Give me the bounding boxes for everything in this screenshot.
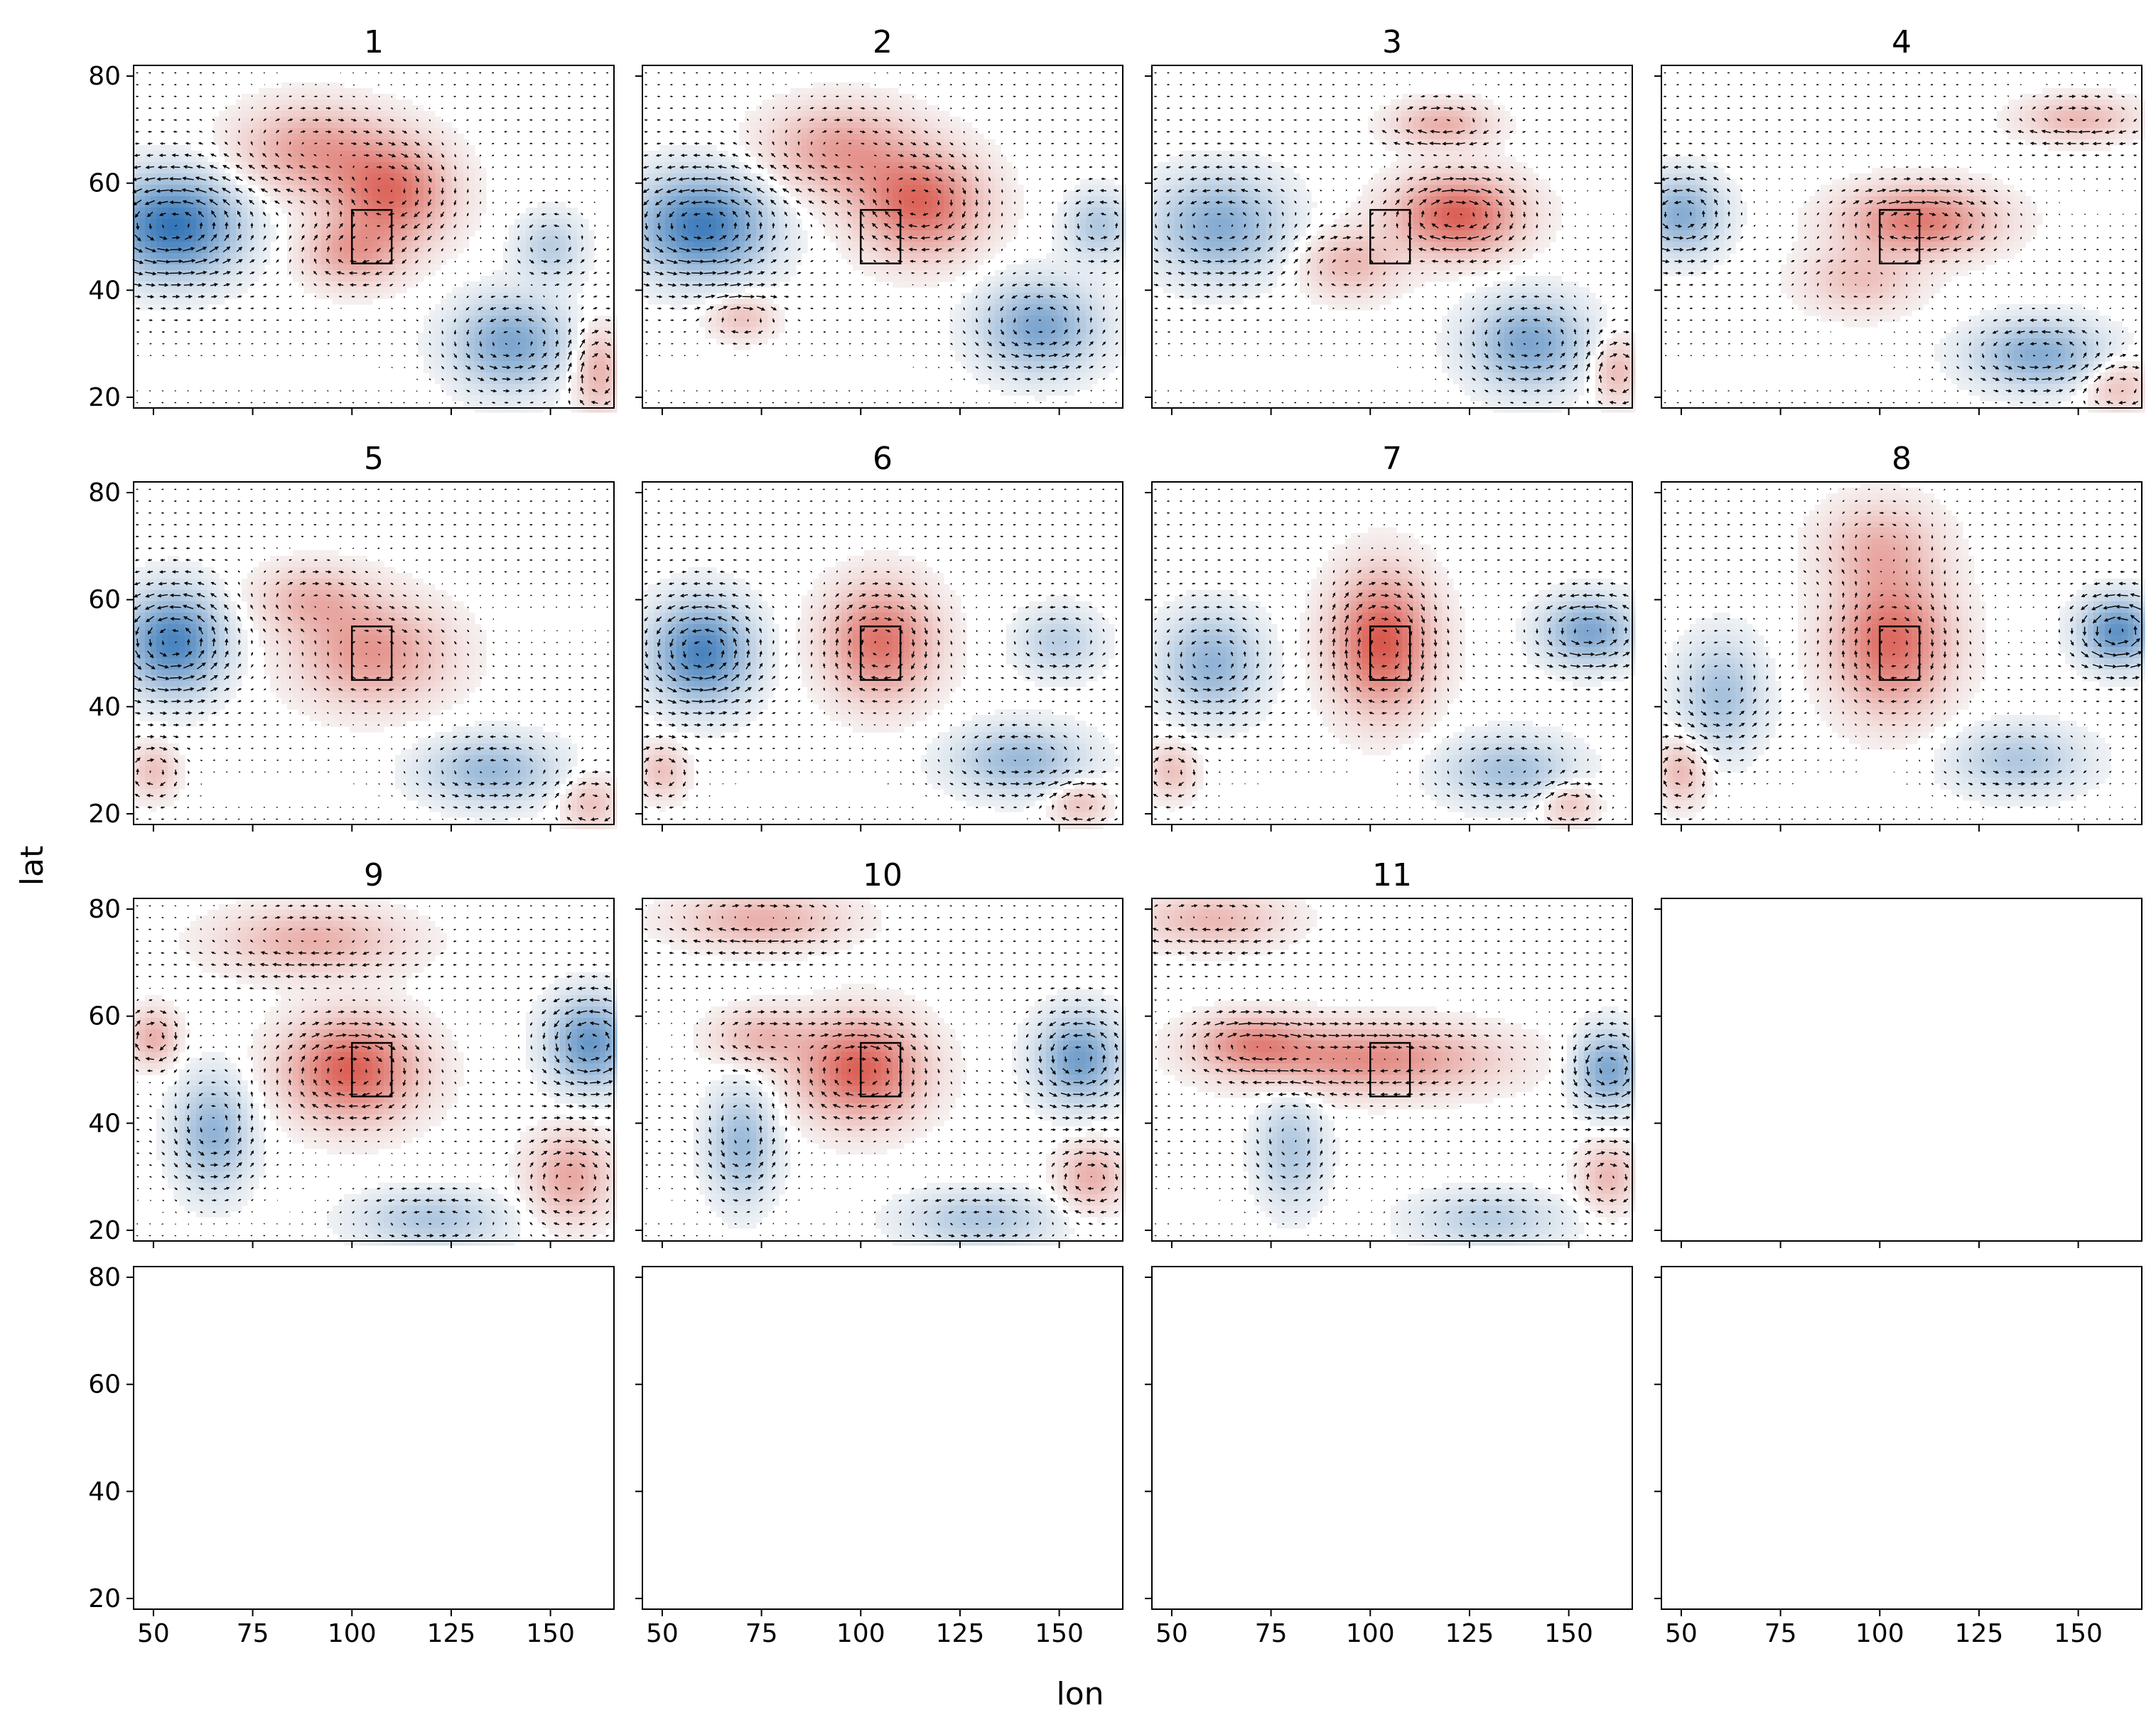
plot-area: [1661, 1267, 2142, 1609]
panel-9: 9 20 40 60 80: [88, 857, 617, 1248]
panel-title: 3: [1382, 24, 1402, 60]
panel-14: 50 75 100 125 150: [635, 1267, 1123, 1648]
y-tick-label: 60: [88, 586, 121, 615]
x-tick-label: 100: [1855, 1619, 1904, 1648]
panel-title: 11: [1372, 857, 1412, 893]
panel-title: 7: [1382, 441, 1402, 477]
plot-area: [642, 1267, 1123, 1609]
y-tick-label: 40: [88, 1109, 121, 1138]
panel-title: 1: [364, 24, 384, 60]
y-tick-label: 20: [88, 383, 121, 412]
y-axis-label: lat: [14, 846, 50, 886]
panel-title: 9: [364, 857, 384, 893]
y-tick-label: 20: [88, 1216, 121, 1245]
panel-5: 5 20 40 60 80: [88, 441, 617, 832]
x-tick-label: 75: [1255, 1619, 1288, 1648]
panel-6: 6: [635, 441, 1123, 832]
panel-10: 10: [635, 857, 1126, 1248]
y-tick-label: 60: [88, 1370, 121, 1399]
y-tick-label: 60: [88, 1002, 121, 1031]
y-tick-label: 80: [88, 62, 121, 91]
x-axis-label: lon: [1056, 1676, 1104, 1712]
panel-3: 3: [1145, 24, 1636, 415]
panel-16: 50 75 100 125 150: [1654, 1267, 2142, 1648]
x-tick-label: 75: [1764, 1619, 1797, 1648]
panel-13: 50 75 100 125 150 20 40 60 80: [88, 1263, 614, 1648]
y-tick-label: 80: [88, 1263, 121, 1292]
panel-15: 50 75 100 125 150: [1145, 1267, 1632, 1648]
x-tick-label: 150: [1035, 1619, 1084, 1648]
plot-area: [1152, 1267, 1632, 1609]
panel-7: 7: [1145, 441, 1636, 832]
panel-title: 4: [1892, 24, 1912, 60]
panel-title: 6: [873, 441, 893, 477]
panel-title: 8: [1892, 441, 1912, 477]
x-tick-label: 150: [526, 1619, 575, 1648]
x-tick-label: 100: [328, 1619, 377, 1648]
x-tick-label: 125: [1445, 1619, 1494, 1648]
panel-title: 5: [364, 441, 384, 477]
y-tick-label: 80: [88, 895, 121, 924]
y-tick-label: 60: [88, 169, 121, 198]
x-tick-label: 75: [745, 1619, 778, 1648]
plot-area: [1661, 898, 2142, 1241]
plot-area: [134, 1267, 614, 1609]
panel-title: 2: [873, 24, 893, 60]
y-tick-label: 40: [88, 692, 121, 721]
panel-4: 4: [1654, 24, 2145, 415]
panel-title: 10: [863, 857, 902, 893]
x-tick-label: 125: [1955, 1619, 2004, 1648]
x-tick-label: 125: [936, 1619, 985, 1648]
x-tick-label: 150: [2054, 1619, 2103, 1648]
y-tick-label: 20: [88, 1584, 121, 1613]
y-tick-label: 80: [88, 478, 121, 507]
panel-12: [1654, 898, 2142, 1248]
x-tick-label: 50: [646, 1619, 679, 1648]
y-tick-label: 20: [88, 800, 121, 829]
x-tick-label: 50: [1155, 1619, 1188, 1648]
x-tick-label: 100: [836, 1619, 885, 1648]
x-tick-label: 50: [137, 1619, 170, 1648]
panel-1: 1 20 40 60 80: [88, 24, 617, 415]
x-tick-label: 50: [1665, 1619, 1698, 1648]
x-tick-label: 150: [1544, 1619, 1593, 1648]
y-tick-label: 40: [88, 276, 121, 305]
panel-2: 2: [635, 24, 1126, 415]
y-tick-label: 40: [88, 1477, 121, 1506]
x-tick-label: 75: [237, 1619, 269, 1648]
panel-8: 8: [1654, 441, 2145, 832]
x-tick-label: 100: [1346, 1619, 1395, 1648]
panel-11: 11: [1145, 857, 1636, 1248]
x-tick-label: 125: [427, 1619, 476, 1648]
